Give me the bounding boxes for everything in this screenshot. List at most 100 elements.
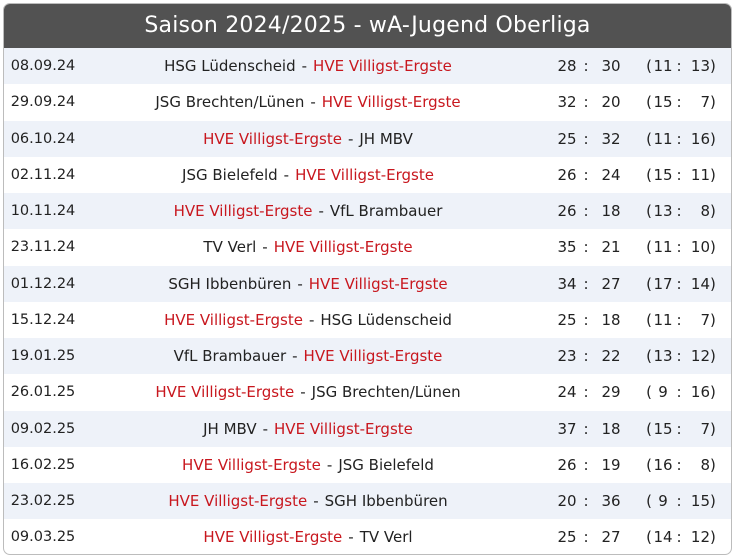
- home-team: HVE Villigst-Ergste: [173, 202, 313, 220]
- halftime-score-away: 7: [700, 93, 710, 112]
- halftime-open-paren: (: [646, 93, 652, 112]
- team-separator: -: [292, 347, 298, 365]
- final-score-away: 30: [601, 57, 621, 75]
- schedule-card: Saison 2024/2025 - wA-Jugend Oberliga 08…: [3, 3, 732, 555]
- halftime-close-paren: ): [710, 419, 716, 438]
- match-pairing: TV Verl - HVE Villigst-Ergste: [82, 229, 534, 265]
- halftime-close-paren: ): [710, 455, 716, 474]
- home-team: JH MBV: [203, 419, 257, 438]
- halftime-score-away: 16: [690, 129, 710, 148]
- final-score-home: 26: [557, 455, 577, 474]
- halftime-score-away: 12: [690, 528, 710, 547]
- team-separator: -: [318, 202, 324, 220]
- home-team: VfL Brambauer: [173, 347, 287, 365]
- match-list: 08.09.24 HSG Lüdenscheid - HVE Villigst-Er…: [4, 48, 731, 554]
- team-separator: -: [326, 455, 333, 474]
- final-score-home: 35: [557, 238, 577, 257]
- final-score-away: 18: [601, 202, 621, 220]
- halftime-colon: :: [676, 57, 682, 75]
- match-row: 16.02.25 HVE Villigst-Ergste - JSG Bielefe…: [4, 447, 731, 483]
- halftime-colon: :: [676, 528, 682, 547]
- score-colon: :: [583, 57, 589, 75]
- team-separator: -: [283, 165, 290, 184]
- score-colon: :: [583, 419, 589, 438]
- halftime-open-paren: (: [646, 274, 652, 293]
- halftime-score-home: 14: [653, 528, 673, 547]
- match-date: 29.09.24: [10, 94, 76, 111]
- match-date: 01.12.24: [10, 275, 76, 292]
- halftime-open-paren: (: [646, 238, 652, 257]
- match-date: 09.03.25: [10, 529, 76, 546]
- final-score-away: 21: [601, 238, 621, 257]
- match-pairing: HVE Villigst-Ergste - JSG Brechten/Lünen: [82, 374, 534, 410]
- team-separator: -: [313, 492, 319, 510]
- match-pairing: HVE Villigst-Ergste - SGH Ibbenbüren: [82, 483, 534, 519]
- away-team: HSG Lüdenscheid: [320, 310, 452, 329]
- halftime-close-paren: ): [710, 310, 716, 329]
- match-row: 19.01.25 VfL Brambauer - HVE Villigst-Ergs…: [4, 338, 731, 375]
- match-row: 09.03.25 HVE Villigst-Ergste - TV Verl 25 …: [4, 519, 731, 554]
- match-row: 26.01.25 HVE Villigst-Ergste - JSG Brechte…: [4, 374, 731, 410]
- halftime-close-paren: ): [710, 492, 716, 510]
- final-score-home: 25: [557, 528, 577, 547]
- home-team: JSG Bielefeld: [182, 165, 278, 184]
- match-pairing: VfL Brambauer - HVE Villigst-Ergste: [82, 338, 534, 374]
- halftime-open-paren: (: [646, 383, 652, 402]
- halftime-open-paren: (: [646, 202, 652, 220]
- away-team: JSG Brechten/Lünen: [311, 383, 461, 402]
- halftime-colon: :: [676, 419, 682, 438]
- halftime-score-away: 12: [690, 347, 710, 365]
- away-team: HVE Villigst-Ergste: [303, 347, 443, 365]
- halftime-colon: :: [676, 455, 682, 474]
- final-score-away: 27: [601, 528, 621, 547]
- halftime-open-paren: (: [646, 419, 652, 438]
- final-score-away: 19: [601, 455, 621, 474]
- halftime-colon: :: [676, 238, 682, 257]
- final-score-home: 25: [557, 129, 577, 148]
- score-colon: :: [583, 310, 589, 329]
- halftime-colon: :: [676, 129, 682, 148]
- final-score-away: 20: [601, 93, 621, 112]
- match-row: 15.12.24 HVE Villigst-Ergste - HSG Lüdensc…: [4, 302, 731, 338]
- score-colon: :: [583, 129, 589, 148]
- halftime-score-away: 7: [700, 419, 710, 438]
- home-team: HVE Villigst-Ergste: [168, 492, 308, 510]
- match-row: 08.09.24 HSG Lüdenscheid - HVE Villigst-Er…: [4, 48, 731, 85]
- home-team: HSG Lüdenscheid: [164, 57, 296, 75]
- halftime-close-paren: ): [710, 528, 716, 547]
- halftime-open-paren: (: [646, 347, 652, 365]
- away-team: HVE Villigst-Ergste: [308, 274, 448, 293]
- final-score-away: 24: [601, 165, 621, 184]
- halftime-close-paren: ): [710, 57, 716, 75]
- match-date: 06.10.24: [10, 130, 76, 147]
- score-colon: :: [583, 238, 589, 257]
- halftime-colon: :: [676, 274, 682, 293]
- halftime-open-paren: (: [646, 492, 652, 510]
- score-colon: :: [583, 165, 589, 184]
- match-date: 23.02.25: [10, 493, 76, 509]
- final-score-away: 29: [601, 383, 621, 402]
- match-row: 29.09.24 JSG Brechten/Lünen - HVE Villigst…: [4, 84, 731, 120]
- halftime-close-paren: ): [710, 202, 716, 220]
- away-team: JSG Bielefeld: [338, 455, 434, 474]
- halftime-score-home: 16: [653, 455, 673, 474]
- halftime-open-paren: (: [646, 455, 652, 474]
- halftime-close-paren: ): [710, 383, 716, 402]
- halftime-open-paren: (: [646, 310, 652, 329]
- final-score-home: 23: [557, 347, 577, 365]
- halftime-close-paren: ): [710, 347, 716, 365]
- team-separator: -: [301, 57, 308, 75]
- team-separator: -: [348, 528, 354, 547]
- halftime-score-away: 10: [690, 238, 710, 257]
- home-team: SGH Ibbenbüren: [168, 274, 292, 293]
- halftime-close-paren: ): [710, 274, 716, 293]
- home-team: HVE Villigst-Ergste: [182, 455, 321, 474]
- match-row: 02.11.24 JSG Bielefeld - HVE Villigst-Ergs…: [4, 157, 731, 193]
- halftime-colon: :: [676, 310, 682, 329]
- score-colon: :: [583, 274, 589, 293]
- match-row: 23.02.25 HVE Villigst-Ergste - SGH Ibbenbü…: [4, 483, 731, 520]
- halftime-close-paren: ): [710, 93, 716, 112]
- team-separator: -: [347, 129, 354, 148]
- team-separator: -: [262, 419, 269, 438]
- halftime-score-away: 11: [690, 165, 710, 184]
